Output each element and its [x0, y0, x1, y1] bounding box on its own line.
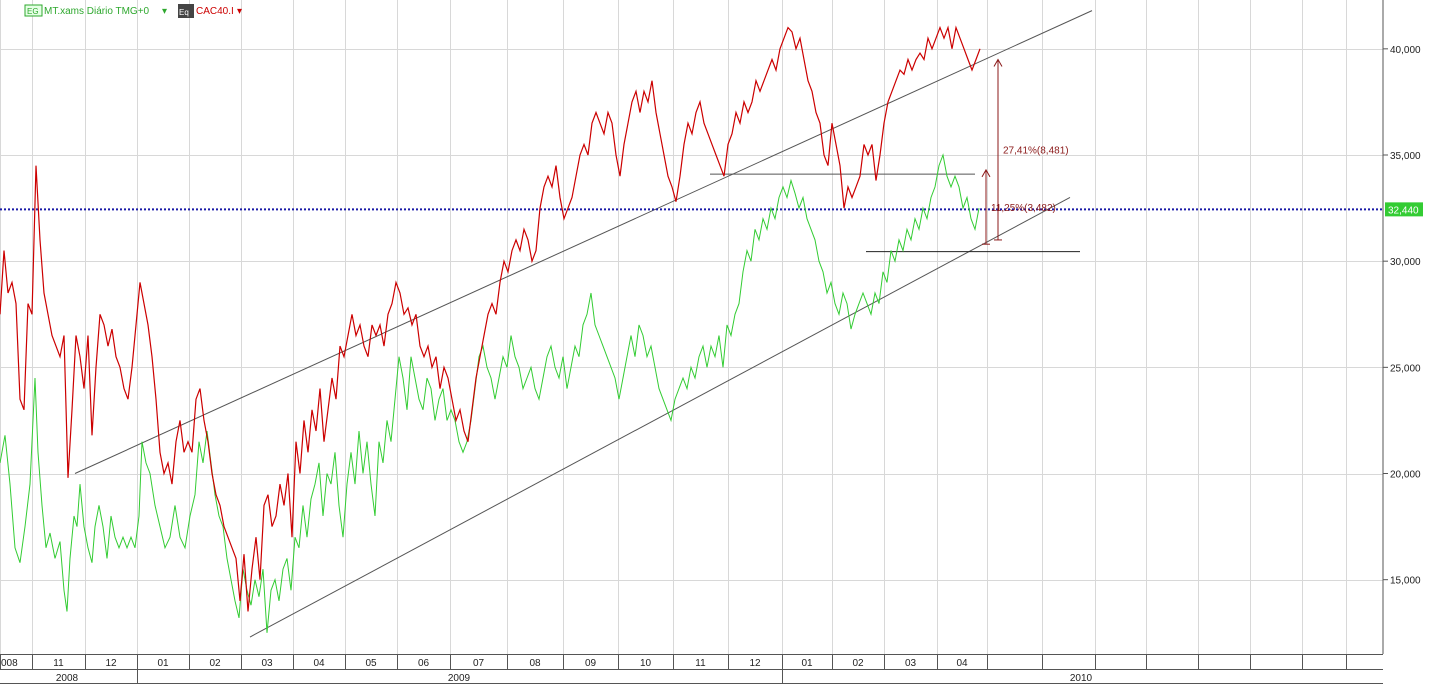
series2-badge-text: Eq: [179, 8, 189, 17]
series1-badge-text: EG: [27, 7, 39, 16]
series-line-mt-xams[interactable]: [0, 153, 980, 633]
measure-label: 27,41%(8,481): [1003, 146, 1069, 157]
measure-arrowhead: [981, 168, 991, 178]
month-label: 07: [473, 658, 485, 669]
month-label: 09: [585, 658, 597, 669]
month-label: 02: [852, 658, 864, 669]
series1-label[interactable]: MT.xams Diário TMG+0: [44, 6, 150, 17]
month-label: 04: [956, 658, 968, 669]
month-label: 12: [105, 658, 117, 669]
y-tick-label: 30,000: [1390, 257, 1421, 268]
month-label: 11: [53, 658, 64, 669]
plot-area: [0, 0, 1383, 654]
month-label: 01: [157, 658, 169, 669]
month-label: 02: [209, 658, 221, 669]
series-line-cac40[interactable]: [0, 25, 981, 612]
month-axis: 008 11 12 01 02 03 04 05 06 07 08 09 10 11 12 01 02 03 04: [0, 654, 1347, 669]
month-label: 01: [801, 658, 813, 669]
measure-label: 11,25%(3,482): [991, 203, 1056, 214]
month-label: 10: [640, 658, 652, 669]
trendline[interactable]: [249, 197, 1071, 638]
series1-dropdown-icon[interactable]: ▾: [162, 6, 167, 17]
grid: [0, 0, 1383, 654]
month-label: 008: [1, 658, 18, 669]
year-label: 2008: [56, 673, 79, 684]
month-label: 08: [529, 658, 541, 669]
measure-arrowhead: [993, 58, 1003, 67]
series1-badge[interactable]: [24, 4, 43, 17]
y-axis: 15,000 20,000 25,000 30,000 35,000 40,000: [1383, 45, 1421, 587]
year-label: 2010: [1070, 673, 1093, 684]
series2-badge[interactable]: [178, 4, 194, 18]
y-tick-label: 20,000: [1390, 470, 1421, 481]
y-tick-label: 15,000: [1390, 576, 1421, 587]
current-value-badge: [1385, 202, 1423, 217]
current-value-label: 32,440: [1388, 205, 1419, 216]
y-tick-label: 40,000: [1390, 45, 1421, 56]
month-label: 06: [418, 658, 430, 669]
measurement-annotations: 27,41%(8,481) 11,25%(3,482): [981, 58, 1069, 245]
month-label: 04: [313, 658, 325, 669]
year-label: 2009: [448, 673, 471, 684]
year-axis: 2008 2009 2010: [56, 669, 1093, 684]
month-label: 03: [905, 658, 917, 669]
series2-label[interactable]: CAC40.I: [196, 6, 234, 17]
month-label: 03: [261, 658, 273, 669]
y-tick-label: 25,000: [1390, 363, 1421, 374]
trendlines: [74, 10, 1093, 638]
month-label: 05: [365, 658, 377, 669]
month-label: 11: [695, 658, 706, 669]
month-label: 12: [749, 658, 761, 669]
y-tick-label: 35,000: [1390, 151, 1421, 162]
legend: EG MT.xams Diário TMG+0 ▾ Eq CAC40.I ▾: [24, 4, 242, 18]
trendline[interactable]: [74, 10, 1093, 474]
series2-dropdown-icon[interactable]: ▾: [237, 6, 242, 17]
